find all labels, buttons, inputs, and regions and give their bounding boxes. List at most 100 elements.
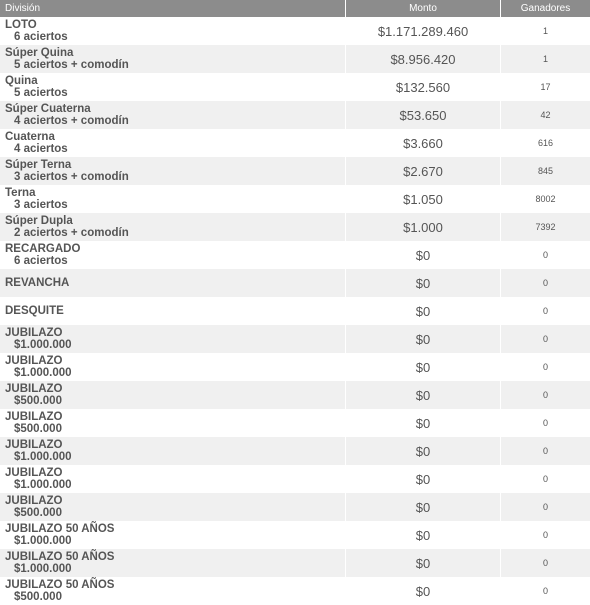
division-detail: 4 aciertos	[14, 143, 68, 155]
result-row: Súper Quina 5 aciertos + comodín $8.956.42…	[0, 45, 590, 73]
result-row: JUBILAZO $500.000 $0 0	[0, 493, 590, 521]
division-detail: $1.000.000	[14, 563, 72, 575]
division-detail: 6 aciertos	[14, 31, 68, 43]
division-cell: DESQUITE	[0, 305, 345, 317]
division-cell: Súper Quina 5 aciertos + comodín	[0, 47, 345, 71]
result-row: Cuaterna 4 aciertos $3.660 616	[0, 129, 590, 157]
division-cell: JUBILAZO $1.000.000	[0, 327, 345, 351]
amount: $8.956.420	[345, 45, 500, 73]
division-detail: $1.000.000	[14, 367, 72, 379]
result-row: JUBILAZO 50 AÑOS $1.000.000 $0 0	[0, 549, 590, 577]
amount: $0	[345, 549, 500, 577]
division-detail: $500.000	[14, 395, 62, 407]
division-cell: Quina 5 aciertos	[0, 75, 345, 99]
amount: $0	[345, 437, 500, 465]
division-cell: Súper Terna 3 aciertos + comodín	[0, 159, 345, 183]
division-cell: JUBILAZO $500.000	[0, 383, 345, 407]
division-detail: 4 aciertos + comodín	[14, 115, 129, 127]
division-detail: $500.000	[14, 591, 62, 603]
amount: $0	[345, 353, 500, 381]
division-name: JUBILAZO 50 AÑOS	[5, 551, 115, 563]
result-row: REVANCHA $0 0	[0, 269, 590, 297]
winners: 0	[500, 493, 590, 521]
division-name: DESQUITE	[5, 305, 64, 317]
division-name: JUBILAZO	[5, 467, 63, 479]
header-cell: Ganadores	[500, 0, 590, 17]
division-name: JUBILAZO	[5, 355, 63, 367]
division-cell: JUBILAZO $1.000.000	[0, 439, 345, 463]
division-name: JUBILAZO	[5, 327, 63, 339]
division-cell: JUBILAZO $1.000.000	[0, 467, 345, 491]
winners: 7392	[500, 213, 590, 241]
division-cell: JUBILAZO 50 AÑOS $1.000.000	[0, 551, 345, 575]
amount: $0	[345, 465, 500, 493]
division-name: JUBILAZO	[5, 495, 63, 507]
division-cell: Súper Cuaterna 4 aciertos + comodín	[0, 103, 345, 127]
amount: $0	[345, 521, 500, 549]
result-row: Quina 5 aciertos $132.560 17	[0, 73, 590, 101]
division-cell: RECARGADO 6 aciertos	[0, 243, 345, 267]
winners: 0	[500, 381, 590, 409]
header-cell: Monto	[345, 0, 500, 17]
division-name: JUBILAZO 50 AÑOS	[5, 523, 115, 535]
division-name: JUBILAZO	[5, 411, 63, 423]
division-name: REVANCHA	[5, 277, 70, 289]
division-name: Súper Dupla	[5, 215, 73, 227]
division-cell: JUBILAZO $500.000	[0, 495, 345, 519]
amount: $1.171.289.460	[345, 17, 500, 45]
amount: $2.670	[345, 157, 500, 185]
division-cell: JUBILAZO 50 AÑOS $1.000.000	[0, 523, 345, 547]
winners: 17	[500, 73, 590, 101]
winners: 0	[500, 269, 590, 297]
division-detail: 6 aciertos	[14, 255, 68, 267]
amount: $3.660	[345, 129, 500, 157]
amount: $53.650	[345, 101, 500, 129]
division-cell: JUBILAZO 50 AÑOS $500.000	[0, 579, 345, 603]
division-detail: $1.000.000	[14, 451, 72, 463]
winners: 0	[500, 353, 590, 381]
division-detail: $500.000	[14, 507, 62, 519]
division-cell: REVANCHA	[0, 277, 345, 289]
division-detail: $1.000.000	[14, 479, 72, 491]
amount: $1.000	[345, 213, 500, 241]
amount: $0	[345, 325, 500, 353]
division-name: JUBILAZO	[5, 439, 63, 451]
division-cell: JUBILAZO $500.000	[0, 411, 345, 435]
result-row: JUBILAZO $500.000 $0 0	[0, 409, 590, 437]
result-row: JUBILAZO $500.000 $0 0	[0, 381, 590, 409]
winners: 845	[500, 157, 590, 185]
division-detail: $500.000	[14, 423, 62, 435]
result-row: JUBILAZO $1.000.000 $0 0	[0, 465, 590, 493]
winners: 0	[500, 409, 590, 437]
result-row: JUBILAZO $1.000.000 $0 0	[0, 437, 590, 465]
division-cell: LOTO 6 aciertos	[0, 19, 345, 43]
result-row: JUBILAZO $1.000.000 $0 0	[0, 353, 590, 381]
amount: $0	[345, 297, 500, 325]
division-name: Súper Cuaterna	[5, 103, 91, 115]
amount: $0	[345, 241, 500, 269]
division-name: Cuaterna	[5, 131, 55, 143]
division-name: RECARGADO	[5, 243, 81, 255]
division-detail: 5 aciertos + comodín	[14, 59, 129, 71]
division-cell: Terna 3 aciertos	[0, 187, 345, 211]
amount: $0	[345, 269, 500, 297]
header-cell: División	[5, 3, 41, 14]
division-name: Súper Quina	[5, 47, 74, 59]
amount: $0	[345, 577, 500, 605]
result-row: RECARGADO 6 aciertos $0 0	[0, 241, 590, 269]
division-detail: 3 aciertos	[14, 199, 68, 211]
result-row: LOTO 6 aciertos $1.171.289.460 1	[0, 17, 590, 45]
division-cell: JUBILAZO $1.000.000	[0, 355, 345, 379]
result-row: Súper Terna 3 aciertos + comodín $2.670 845	[0, 157, 590, 185]
division-name: Quina	[5, 75, 38, 87]
division-detail: $1.000.000	[14, 339, 72, 351]
result-row: JUBILAZO $1.000.000 $0 0	[0, 325, 590, 353]
amount: $1.050	[345, 185, 500, 213]
division-detail: 5 aciertos	[14, 87, 68, 99]
amount: $0	[345, 409, 500, 437]
division-cell: Cuaterna 4 aciertos	[0, 131, 345, 155]
winners: 1	[500, 45, 590, 73]
division-detail: 3 aciertos + comodín	[14, 171, 129, 183]
